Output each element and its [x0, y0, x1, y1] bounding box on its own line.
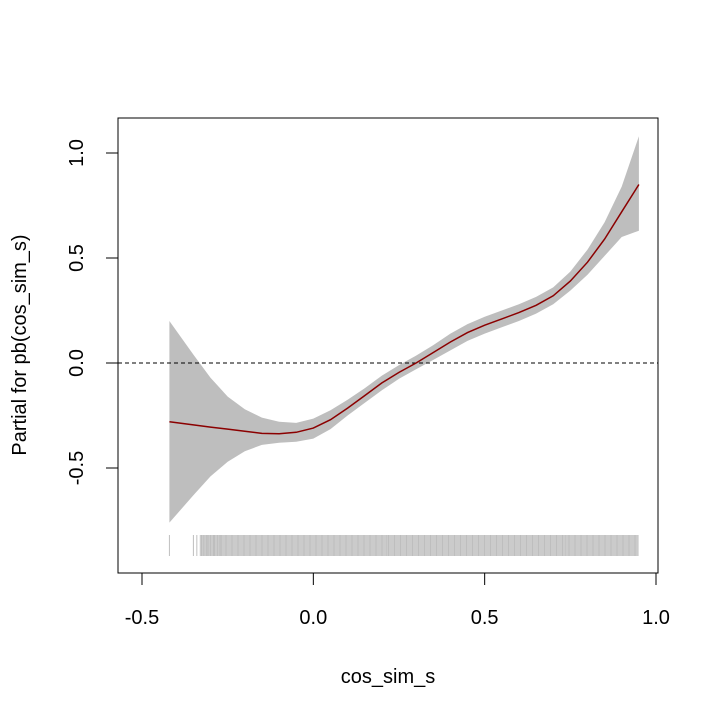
confidence-band: [169, 136, 639, 523]
plot-frame: [117, 117, 659, 574]
x-axis: -0.5 0.0 0.5 1.0: [125, 572, 670, 629]
x-tick-label: -0.5: [125, 607, 159, 629]
x-tick-label: 0.5: [471, 607, 499, 629]
rug-dense: [199, 535, 639, 556]
fit-line: [169, 184, 640, 435]
y-tick-label: 0.0: [66, 349, 88, 377]
x-tick-label: 1.0: [642, 607, 670, 629]
fit-line-layer: [169, 184, 640, 435]
rug-layer: [168, 535, 639, 556]
y-tick-label: -0.5: [66, 451, 88, 485]
y-axis: -0.5 0.0 0.5 1.0: [66, 139, 119, 485]
y-tick-label: 0.5: [66, 244, 88, 272]
y-tick-label: 1.0: [66, 139, 88, 167]
x-tick-label: 0.0: [299, 607, 327, 629]
confidence-band-layer: [169, 136, 639, 523]
x-axis-label: cos_sim_s: [341, 666, 435, 688]
y-axis-label: Partial for pb(cos_sim_s): [9, 234, 31, 455]
